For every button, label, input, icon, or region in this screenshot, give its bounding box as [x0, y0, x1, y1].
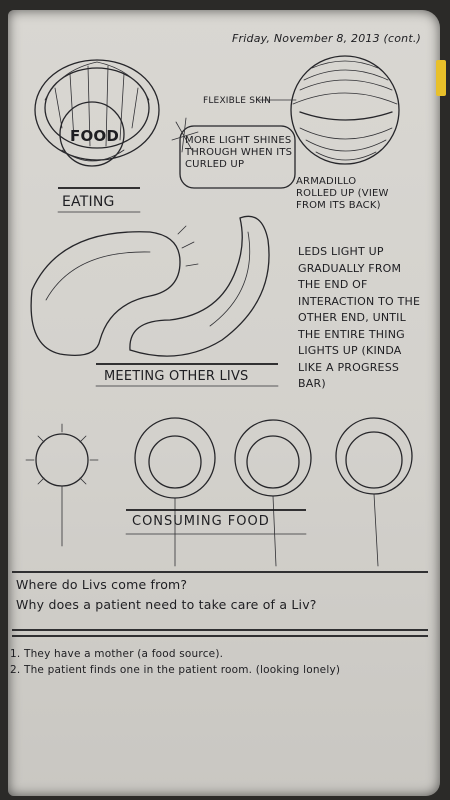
eating-sketch [34, 59, 160, 213]
note-bubble [179, 125, 296, 189]
consuming-sketch [25, 417, 413, 567]
label-meeting: MEETING OTHER LIVS [104, 369, 249, 384]
notebook-page [8, 10, 440, 796]
label-more-light: MORE LIGHT SHINES THROUGH WHEN ITS CURLE… [185, 135, 293, 170]
label-armadillo: ARMADILLO ROLLED UP (VIEW FROM ITS BACK) [296, 176, 389, 211]
question-1: Where do Livs come from? [16, 577, 188, 592]
date-heading: Friday, November 8, 2013 (cont.) [232, 32, 422, 45]
question-2: Why does a patient need to take care of … [16, 597, 317, 612]
meeting-sketch [30, 215, 279, 387]
answer-2: 2. The patient finds one in the patient … [10, 664, 341, 676]
label-consuming: CONSUMING FOOD [132, 514, 270, 529]
armadillo-sketch [257, 55, 400, 165]
label-eating: EATING [62, 194, 115, 210]
label-food: FOOD [70, 127, 120, 145]
label-leds: LEDS LIGHT UP GRADUALLY FROM THE END OF … [298, 245, 421, 390]
label-flexible-skin: FLEXIBLE SKIN [202, 96, 272, 106]
answer-1: 1. They have a mother (a food source). [10, 648, 224, 660]
sparkle-icon [171, 117, 199, 153]
page-tab [436, 60, 446, 96]
